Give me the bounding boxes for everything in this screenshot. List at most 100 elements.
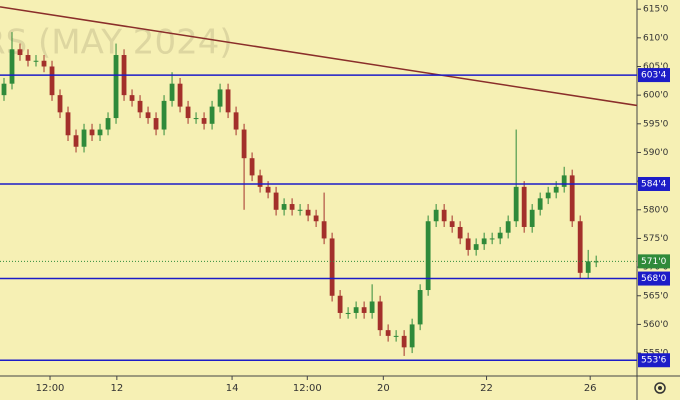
x-tick-label: 12:00	[36, 383, 65, 394]
candle-body	[353, 307, 359, 313]
last-price-box	[638, 254, 670, 269]
candle-body	[129, 95, 135, 101]
level-label-box	[638, 68, 670, 83]
candle-body	[457, 226, 463, 239]
candle-body	[169, 83, 175, 101]
candle-body	[273, 192, 279, 210]
candle-body	[1, 83, 7, 96]
candle-body	[585, 261, 591, 273]
candle-body	[41, 60, 47, 67]
candle-body	[217, 89, 223, 107]
candle-body	[25, 55, 31, 61]
candle-body	[209, 106, 215, 124]
candle-body	[561, 175, 567, 187]
candle-body	[409, 324, 415, 348]
candle-body	[257, 175, 263, 187]
y-tick-label: 565'0	[643, 291, 669, 301]
candle-body	[201, 118, 207, 124]
candle-body	[369, 301, 375, 313]
candle-body	[489, 238, 495, 240]
x-tick-label: 22	[480, 383, 493, 394]
candle-body	[577, 221, 583, 273]
y-tick-label: 560'0	[643, 320, 669, 330]
candle-body	[57, 95, 63, 113]
y-tick-label: 610'0	[643, 33, 669, 43]
candle-body	[97, 129, 103, 136]
candle-body	[385, 330, 391, 336]
candle-body	[281, 204, 287, 210]
candle-body	[497, 232, 503, 239]
gear[interactable]	[654, 382, 666, 394]
y-tick-label: 580'0	[643, 205, 669, 215]
level-label-box	[638, 176, 670, 191]
x-tick-label: 26	[584, 383, 597, 394]
candle-body	[329, 238, 335, 296]
candle-body	[473, 244, 479, 250]
candle-body	[569, 175, 575, 222]
candle-body	[145, 112, 151, 119]
candle-body	[377, 301, 383, 331]
candle-body	[425, 221, 431, 291]
candle-body	[529, 209, 535, 227]
candle-body	[593, 261, 599, 263]
candle-body	[249, 158, 255, 176]
candle-body	[49, 66, 55, 96]
candle-body	[305, 209, 311, 216]
y-tick-label: 575'0	[643, 234, 669, 244]
candle-body	[513, 186, 519, 222]
x-tick-label: 12:00	[293, 383, 322, 394]
last-price-label: 571'0	[641, 257, 667, 267]
candle-body	[193, 118, 199, 120]
candle-body	[433, 209, 439, 222]
x-tick-label: 20	[377, 383, 390, 394]
gear-center[interactable]	[658, 386, 662, 390]
x-tick-label: 14	[226, 383, 239, 394]
candle-body	[233, 112, 239, 130]
candle-body	[81, 129, 87, 147]
candle-body	[401, 335, 407, 348]
candle-body	[505, 221, 511, 233]
candle-body	[105, 118, 111, 130]
candle-body	[417, 290, 423, 325]
settings-icon[interactable]	[654, 382, 666, 394]
candle-body	[361, 307, 367, 313]
candle-body	[521, 186, 527, 227]
candle-body	[9, 49, 15, 84]
candle-body	[33, 60, 39, 62]
candle-body	[441, 209, 447, 222]
level-label: 603'4	[641, 71, 667, 81]
candle-body	[393, 335, 399, 337]
candle-body	[177, 83, 183, 107]
candle-body	[337, 295, 343, 313]
y-tick-label: 600'0	[643, 91, 669, 101]
candle-body	[345, 312, 351, 314]
candle-body	[537, 198, 543, 210]
candle-body	[449, 221, 455, 227]
y-tick-label: 615'0	[643, 5, 669, 15]
level-label: 553'6	[641, 356, 667, 366]
candle-body	[113, 55, 119, 119]
candle-body	[481, 238, 487, 245]
level-label: 568'0	[641, 274, 667, 284]
candle-body	[185, 106, 191, 119]
level-label: 584'4	[641, 179, 667, 189]
candle-body	[297, 209, 303, 211]
candle-body	[321, 221, 327, 239]
candle-body	[17, 49, 23, 56]
candle-body	[153, 118, 159, 130]
candle-body	[65, 112, 71, 136]
candle-body	[465, 238, 471, 250]
x-tick-label: 12	[110, 383, 123, 394]
candle-body	[137, 100, 143, 113]
level-label-box	[638, 353, 670, 368]
candle-body	[73, 135, 79, 147]
y-tick-label: 595'0	[643, 119, 669, 129]
candle-body	[553, 186, 559, 193]
y-tick-label: 590'0	[643, 148, 669, 158]
trend-line	[0, 6, 638, 107]
candle-body	[161, 100, 167, 130]
candle-body	[89, 129, 95, 136]
candle-body	[241, 129, 247, 159]
